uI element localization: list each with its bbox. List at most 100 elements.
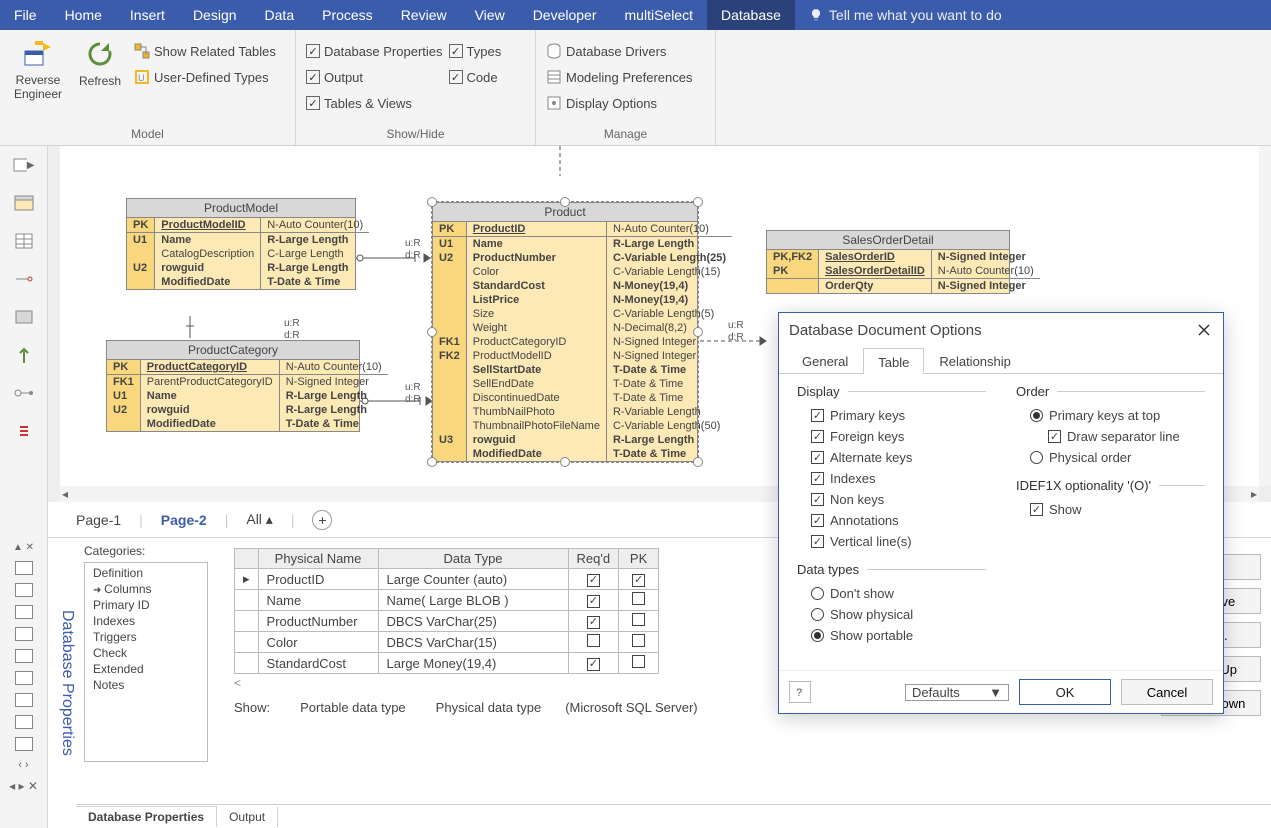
- col-data-type[interactable]: Data Type: [378, 549, 568, 569]
- show-related-tables-button[interactable]: Show Related Tables: [134, 38, 276, 64]
- dialog-tab-table[interactable]: Table: [863, 348, 924, 374]
- grid-row[interactable]: ColorDBCS VarChar(15): [235, 632, 659, 653]
- radio-portable[interactable]: Portable data type: [294, 700, 406, 715]
- grid-row[interactable]: ProductNumberDBCS VarChar(25)✓: [235, 611, 659, 632]
- tab-design[interactable]: Design: [179, 0, 251, 30]
- radio-physical[interactable]: Physical data type: [430, 700, 542, 715]
- tool-connector[interactable]: [13, 344, 35, 366]
- cat-extended[interactable]: Extended: [85, 661, 207, 677]
- toggle-types[interactable]: ✓Types: [449, 38, 502, 64]
- display-options-button[interactable]: Display Options: [546, 90, 692, 116]
- grid-row[interactable]: NameName( Large BLOB )✓: [235, 590, 659, 611]
- entity-productmodel[interactable]: ProductModel PKProductModelIDN-Auto Coun…: [126, 198, 356, 290]
- chk-non-keys[interactable]: ✓Non keys: [797, 489, 986, 510]
- resize-handle[interactable]: [560, 457, 570, 467]
- tab-developer[interactable]: Developer: [519, 0, 611, 30]
- nav-thumb[interactable]: [15, 693, 33, 707]
- resize-handle[interactable]: [427, 327, 437, 337]
- entity-product[interactable]: Product PKProductIDN-Auto Counter(10) U1…: [432, 202, 698, 462]
- tab-multiselect[interactable]: multiSelect: [611, 0, 707, 30]
- dialog-tab-general[interactable]: General: [787, 347, 863, 373]
- tab-data[interactable]: Data: [251, 0, 309, 30]
- tool-panel[interactable]: ▶: [13, 154, 35, 176]
- tab-view[interactable]: View: [461, 0, 519, 30]
- refresh-button[interactable]: Refresh: [72, 34, 128, 125]
- col-pk[interactable]: PK: [619, 549, 659, 569]
- cat-columns[interactable]: Columns: [85, 581, 207, 597]
- chk-vertical-lines[interactable]: ✓Vertical line(s): [797, 531, 986, 552]
- toggle-tables-views[interactable]: ✓Tables & Views: [306, 90, 443, 116]
- radio-show-portable[interactable]: Show portable: [797, 625, 986, 646]
- cat-indexes[interactable]: Indexes: [85, 613, 207, 629]
- resize-handle[interactable]: [427, 197, 437, 207]
- entity-productcategory[interactable]: ProductCategory PKProductCategoryIDN-Aut…: [106, 340, 360, 432]
- defaults-dropdown[interactable]: Defaults▼: [905, 684, 1009, 701]
- col-physical-name[interactable]: Physical Name: [258, 549, 378, 569]
- cat-triggers[interactable]: Triggers: [85, 629, 207, 645]
- resize-handle[interactable]: [693, 457, 703, 467]
- page-tab-all[interactable]: All ▴: [246, 511, 272, 528]
- page-tab-1[interactable]: Page-1: [76, 512, 121, 528]
- user-defined-types-button[interactable]: UUser-Defined Types: [134, 64, 276, 90]
- cat-definition[interactable]: Definition: [85, 565, 207, 581]
- tool-more[interactable]: [13, 420, 35, 442]
- cat-notes[interactable]: Notes: [85, 677, 207, 693]
- resize-handle[interactable]: [427, 457, 437, 467]
- nav-thumb[interactable]: [15, 649, 33, 663]
- tab-database[interactable]: Database: [707, 0, 795, 30]
- nav-thumb[interactable]: [15, 605, 33, 619]
- radio-dont-show[interactable]: Don't show: [797, 583, 986, 604]
- radio-pk-at-top[interactable]: Primary keys at top: [1016, 405, 1205, 426]
- nav-thumb[interactable]: [15, 737, 33, 751]
- nav-thumb[interactable]: [15, 583, 33, 597]
- database-drivers-button[interactable]: Database Drivers: [546, 38, 692, 64]
- tool-table[interactable]: [13, 230, 35, 252]
- tab-insert[interactable]: Insert: [116, 0, 179, 30]
- reverse-engineer-button[interactable]: Reverse Engineer: [10, 34, 66, 125]
- radio-show-physical[interactable]: Show physical: [797, 604, 986, 625]
- grid-row[interactable]: StandardCostLarge Money(19,4)✓: [235, 653, 659, 674]
- tool-entity[interactable]: [13, 192, 35, 214]
- dialog-tab-relationship[interactable]: Relationship: [924, 347, 1026, 373]
- vertical-scrollbar[interactable]: [1259, 146, 1271, 486]
- ok-button[interactable]: OK: [1019, 679, 1111, 705]
- tool-relationship[interactable]: [13, 268, 35, 290]
- chk-idef-show[interactable]: ✓Show: [1016, 499, 1205, 520]
- modeling-preferences-button[interactable]: Modeling Preferences: [546, 64, 692, 90]
- toggle-code[interactable]: ✓Code: [449, 64, 502, 90]
- col-reqd[interactable]: Req'd: [568, 549, 619, 569]
- tool-view[interactable]: [13, 306, 35, 328]
- bottom-tab-dbprops[interactable]: Database Properties: [76, 806, 217, 827]
- resize-handle[interactable]: [560, 197, 570, 207]
- cancel-button[interactable]: Cancel: [1121, 679, 1213, 705]
- nav-thumb[interactable]: [15, 671, 33, 685]
- tool-category[interactable]: [13, 382, 35, 404]
- chk-indexes[interactable]: ✓Indexes: [797, 468, 986, 489]
- resize-handle[interactable]: [693, 327, 703, 337]
- nav-thumb[interactable]: [15, 715, 33, 729]
- cat-primaryid[interactable]: Primary ID: [85, 597, 207, 613]
- bottom-tab-output[interactable]: Output: [217, 807, 278, 827]
- page-tab-2[interactable]: Page-2: [161, 512, 207, 528]
- add-page-button[interactable]: +: [312, 510, 332, 530]
- tab-file[interactable]: File: [0, 0, 51, 30]
- chk-primary-keys[interactable]: ✓Primary keys: [797, 405, 986, 426]
- grid-row[interactable]: ▸ProductIDLarge Counter (auto)✓✓: [235, 569, 659, 590]
- toggle-output[interactable]: ✓Output: [306, 64, 443, 90]
- close-button[interactable]: [1195, 321, 1213, 339]
- nav-thumb[interactable]: [15, 627, 33, 641]
- tab-review[interactable]: Review: [387, 0, 461, 30]
- tab-process[interactable]: Process: [308, 0, 387, 30]
- tell-me-search[interactable]: Tell me what you want to do: [795, 0, 1271, 30]
- tab-home[interactable]: Home: [51, 0, 116, 30]
- chk-alternate-keys[interactable]: ✓Alternate keys: [797, 447, 986, 468]
- chk-separator-line[interactable]: ✓Draw separator line: [1016, 426, 1205, 447]
- resize-handle[interactable]: [693, 197, 703, 207]
- help-button[interactable]: ?: [789, 681, 811, 703]
- chk-annotations[interactable]: ✓Annotations: [797, 510, 986, 531]
- cat-check[interactable]: Check: [85, 645, 207, 661]
- nav-thumb[interactable]: [15, 561, 33, 575]
- radio-physical-order[interactable]: Physical order: [1016, 447, 1205, 468]
- chk-foreign-keys[interactable]: ✓Foreign keys: [797, 426, 986, 447]
- entity-salesorderdetail[interactable]: SalesOrderDetail PK,FK2SalesOrderIDN-Sig…: [766, 230, 1010, 294]
